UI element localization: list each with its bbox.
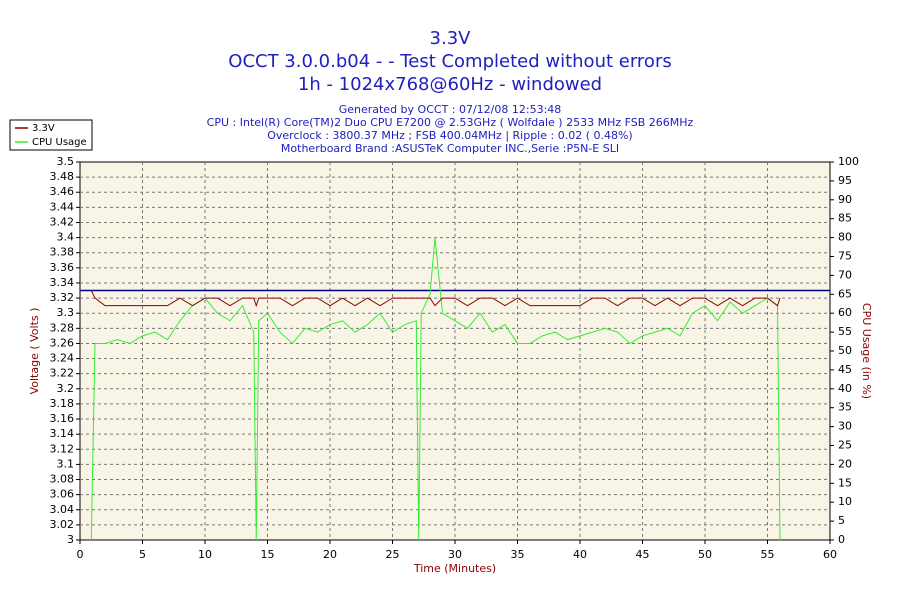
y-tick-label: 3.12 [50, 442, 75, 455]
y-axis-label: Voltage ( Volts ) [28, 308, 41, 395]
x-tick-label: 30 [448, 548, 462, 561]
y-tick-label: 3.2 [57, 382, 75, 395]
y-tick-label: 3.08 [50, 473, 75, 486]
x-tick-label: 40 [573, 548, 587, 561]
y-tick-label: 3.24 [50, 352, 75, 365]
y-tick-label: 3.16 [50, 412, 75, 425]
legend-label: 3.3V [32, 123, 55, 134]
y-tick-label: 3.26 [50, 336, 75, 349]
x-tick-label: 10 [198, 548, 212, 561]
y2-tick-label: 75 [838, 250, 852, 263]
y-tick-label: 3.32 [50, 291, 75, 304]
y-tick-label: 3.36 [50, 261, 75, 274]
x-tick-label: 45 [636, 548, 650, 561]
y2-tick-label: 5 [838, 514, 845, 527]
y2-tick-label: 45 [838, 363, 852, 376]
y2-tick-label: 50 [838, 344, 852, 357]
info-line: Motherboard Brand :ASUSTeK Computer INC.… [281, 142, 619, 155]
y-tick-label: 3.44 [50, 200, 75, 213]
y-tick-label: 3.28 [50, 321, 75, 334]
y2-tick-label: 80 [838, 231, 852, 244]
y-tick-label: 3.48 [50, 170, 75, 183]
y-tick-label: 3.22 [50, 367, 75, 380]
x-tick-label: 60 [823, 548, 837, 561]
y-tick-label: 3.46 [50, 185, 75, 198]
y-tick-label: 3.5 [57, 155, 75, 168]
legend-label: CPU Usage [32, 137, 87, 148]
y2-axis-label: CPU Usage (in %) [860, 303, 873, 399]
y-tick-label: 3.38 [50, 246, 75, 259]
info-line: Generated by OCCT : 07/12/08 12:53:48 [339, 103, 562, 116]
y-tick-label: 3.34 [50, 276, 75, 289]
x-tick-label: 20 [323, 548, 337, 561]
y-tick-label: 3.04 [50, 503, 75, 516]
y2-tick-label: 25 [838, 439, 852, 452]
info-line: Overclock : 3800.37 MHz ; FSB 400.04MHz … [267, 129, 632, 142]
y-tick-label: 3.18 [50, 397, 75, 410]
y-tick-label: 3.02 [50, 518, 75, 531]
y2-tick-label: 90 [838, 193, 852, 206]
x-tick-label: 0 [77, 548, 84, 561]
y2-tick-label: 20 [838, 457, 852, 470]
y-tick-label: 3 [67, 533, 74, 546]
y2-tick-label: 15 [838, 476, 852, 489]
x-tick-label: 15 [261, 548, 275, 561]
legend [9, 119, 93, 151]
y-tick-label: 3.3 [57, 306, 75, 319]
x-axis-label: Time (Minutes) [413, 562, 496, 575]
y-tick-label: 3.4 [57, 231, 75, 244]
chart-subtitle: 1h - 1024x768@60Hz - windowed [298, 74, 602, 95]
x-tick-label: 35 [511, 548, 525, 561]
y2-tick-label: 30 [838, 420, 852, 433]
y2-tick-label: 100 [838, 155, 859, 168]
y2-tick-label: 55 [838, 325, 852, 338]
y2-tick-label: 35 [838, 401, 852, 414]
info-line: CPU : Intel(R) Core(TM)2 Duo CPU E7200 @… [207, 116, 694, 129]
y2-tick-label: 70 [838, 268, 852, 281]
y2-tick-label: 40 [838, 382, 852, 395]
chart-subtitle: OCCT 3.0.0.b04 - - Test Completed withou… [228, 51, 671, 72]
x-tick-label: 25 [386, 548, 400, 561]
chart-title: 3.3V [430, 28, 472, 49]
x-tick-label: 5 [139, 548, 146, 561]
y2-tick-label: 0 [838, 533, 845, 546]
x-tick-label: 50 [698, 548, 712, 561]
y-tick-label: 3.42 [50, 215, 75, 228]
y2-tick-label: 10 [838, 495, 852, 508]
y2-tick-label: 85 [838, 212, 852, 225]
data-line [90, 290, 781, 308]
y-tick-label: 3.14 [50, 427, 75, 440]
y2-tick-label: 60 [838, 306, 852, 319]
data-line [90, 237, 781, 541]
y2-tick-label: 65 [838, 287, 852, 300]
y2-tick-label: 95 [838, 174, 852, 187]
y-tick-label: 3.1 [57, 457, 75, 470]
y-tick-label: 3.06 [50, 488, 75, 501]
x-tick-label: 55 [761, 548, 775, 561]
